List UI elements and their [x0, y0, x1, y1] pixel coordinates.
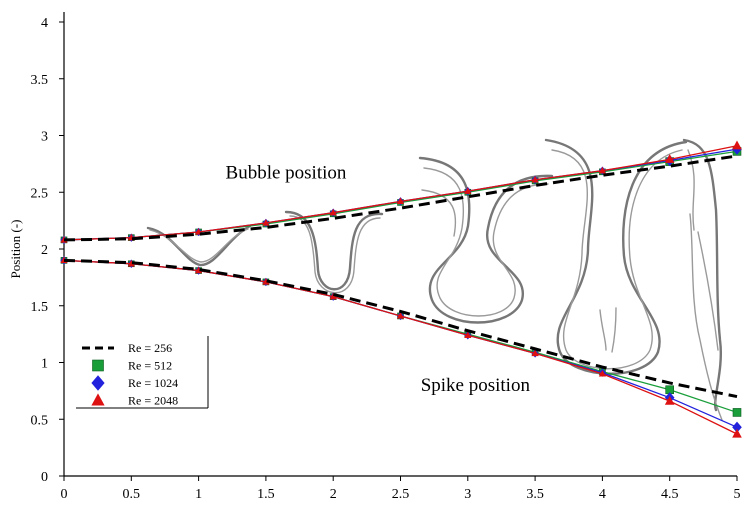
legend-label: Re = 2048: [128, 394, 178, 408]
y-tick-label: 2: [41, 243, 48, 258]
data-point-square: [732, 408, 742, 417]
x-tick-label: 2: [330, 487, 337, 502]
chart-series: [60, 140, 742, 438]
legend-label: Re = 256: [128, 341, 172, 355]
series-line-256-bubble: [63, 154, 738, 242]
y-axis-label: Position (-): [8, 220, 23, 279]
interface-shape-1-stroke: [149, 228, 249, 263]
x-tick-label: 4: [599, 487, 606, 502]
interface-shape-2-stroke: [289, 215, 381, 294]
y-tick-label: 1.5: [31, 300, 49, 315]
interface-shape-5-stroke: [689, 213, 723, 421]
data-point-triangle: [598, 166, 606, 174]
data-point-triangle: [127, 259, 135, 267]
interface-shape-4-stroke: [551, 149, 683, 370]
data-point-triangle: [664, 395, 675, 405]
interface-shape-insets: [146, 138, 723, 421]
data-point-triangle: [329, 208, 337, 216]
annotation-label: Spike position: [421, 375, 531, 396]
data-point-triangle: [195, 266, 203, 274]
data-point-triangle: [732, 140, 742, 150]
annotation-label: Bubble position: [226, 163, 347, 184]
legend-label: Re = 1024: [128, 376, 178, 390]
legend-entry: Re = 256: [82, 341, 172, 355]
series-line-256-spike: [63, 258, 738, 399]
legend-entry: Re = 1024: [91, 375, 178, 391]
data-point-triangle: [531, 349, 539, 357]
x-tick-label: 1.5: [257, 487, 275, 502]
data-point-triangle: [464, 187, 472, 194]
y-tick-label: 1: [41, 357, 48, 372]
data-point-triangle: [396, 197, 405, 205]
chart-axes: 0 0.5 1 1.5 2 2.5 3 3.5 4 4.5 5 0 0.5 1 1.5 2 2.5 3 3.5 4 Po…: [8, 12, 741, 502]
data-point-triangle: [598, 369, 606, 377]
interface-shape-3-stroke: [423, 167, 549, 317]
data-point-triangle: [91, 393, 105, 406]
data-point-triangle: [262, 218, 270, 226]
x-tick-label: 1: [195, 487, 202, 502]
interface-shape-4-stroke: [599, 307, 617, 353]
data-point-triangle: [464, 331, 472, 338]
legend-entry: Re = 512: [92, 359, 172, 373]
interface-shape-3-stroke: [418, 156, 554, 324]
y-tick-label: 4: [41, 16, 48, 31]
data-point-triangle: [396, 312, 405, 319]
data-point-triangle: [329, 292, 337, 300]
legend-entry: Re = 2048: [91, 393, 178, 408]
data-point-diamond: [732, 421, 742, 433]
data-point-triangle: [262, 278, 270, 285]
x-tick-label: 3: [464, 487, 471, 502]
chart-labels: Bubble position Spike position: [226, 163, 531, 396]
interface-shape-2: [284, 210, 384, 294]
y-tick-label: 2.5: [31, 186, 49, 201]
interface-shape-3: [418, 156, 554, 324]
y-tick-label: 0: [41, 470, 48, 485]
y-tick-label: 3: [41, 130, 48, 145]
x-tick-label: 2.5: [392, 487, 410, 502]
interface-shape-5: [682, 138, 723, 421]
x-tick-label: 0.5: [123, 487, 141, 502]
y-tick-label: 0.5: [31, 413, 49, 428]
y-tick-label: 3.5: [31, 73, 49, 88]
data-point-diamond: [91, 375, 105, 391]
x-tick-label: 0: [61, 487, 68, 502]
x-tick-label: 5: [734, 487, 741, 502]
x-tick-label: 4.5: [661, 487, 679, 502]
data-point-square: [92, 359, 104, 372]
data-point-triangle: [732, 428, 742, 438]
chart-legend: Re = 256 Re = 512 Re = 1024 Re = 2048: [76, 336, 209, 409]
legend-label: Re = 512: [128, 359, 172, 373]
data-point-triangle: [531, 175, 539, 183]
interface-shape-2-stroke: [284, 210, 384, 291]
interface-shape-5-stroke: [682, 138, 722, 412]
x-tick-label: 3.5: [526, 487, 544, 502]
interface-shape-5-stroke: [697, 231, 719, 351]
data-point-triangle: [664, 154, 675, 163]
interface-shape-3-stroke: [421, 189, 457, 237]
